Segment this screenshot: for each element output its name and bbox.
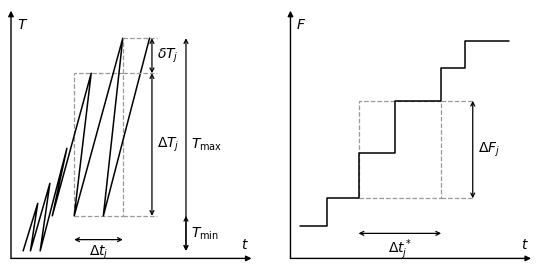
Text: $\Delta t_j$: $\Delta t_j$ <box>89 244 108 262</box>
Text: T: T <box>17 18 26 32</box>
Text: F: F <box>296 18 305 32</box>
Text: $T_{\mathrm{min}}$: $T_{\mathrm{min}}$ <box>191 225 219 242</box>
Text: $\Delta F_j$: $\Delta F_j$ <box>477 140 500 159</box>
Text: $\Delta T_j$: $\Delta T_j$ <box>157 135 179 154</box>
Text: $T_{\mathrm{max}}$: $T_{\mathrm{max}}$ <box>191 136 222 153</box>
Text: $\delta T_j$: $\delta T_j$ <box>157 47 179 65</box>
Text: t: t <box>521 238 526 252</box>
Text: $\Delta t_j^*$: $\Delta t_j^*$ <box>388 238 412 262</box>
Text: t: t <box>241 238 247 252</box>
